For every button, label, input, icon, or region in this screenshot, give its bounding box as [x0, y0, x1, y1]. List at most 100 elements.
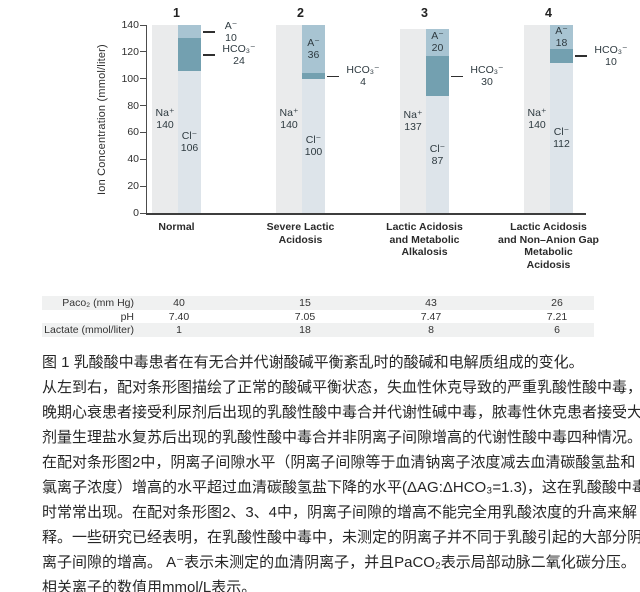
segment-a — [302, 25, 325, 74]
hco3-value: 10 — [605, 55, 617, 68]
a-value: 36 — [307, 49, 320, 62]
category-label-line: Normal — [158, 221, 195, 233]
label-connector-line — [575, 55, 587, 57]
a-value: 20 — [431, 42, 444, 55]
hco3-label: HCO₃⁻ 10 — [588, 44, 634, 68]
category-label-line: and Non–Anion Gap — [498, 233, 599, 246]
cl-value: 100 — [304, 145, 323, 158]
category-label-line: Lactic Acidosis — [386, 221, 463, 233]
na-symbol: Na⁺ — [403, 109, 423, 121]
cl-value: 106 — [180, 141, 199, 154]
hco3-label: HCO₃⁻ 30 — [464, 64, 510, 88]
row-value: 1 — [176, 324, 182, 337]
figure-caption: 图 1 乳酸酸中毒患者在有无合并代谢酸碱平衡紊乱时的酸碱和电解质组成的变化。从左… — [42, 350, 640, 592]
hco3-symbol: HCO₃⁻ — [222, 42, 256, 55]
caption-line: 相关离子的数值用mmol/L表示。 — [42, 575, 602, 592]
category-label-line: Lactic Acidosis — [510, 221, 587, 233]
row-value: 26 — [551, 297, 563, 309]
spellchecked-term: mmol/L — [162, 579, 212, 592]
y-tick-mark — [140, 51, 146, 53]
y-tick-mark — [140, 24, 146, 26]
caption-line: 晚期心衰患者接受利尿剂后出现的乳酸性酸中毒合并代谢性碱中毒，脓毒性休克患者接受大 — [42, 404, 640, 421]
caption-line: 离子间隙的增高。 A⁻表示未测定的血清阴离子，并且PaCO₂表示局部动脉二氧化碳… — [42, 554, 636, 571]
segment-hco3 — [550, 49, 573, 63]
caption-line: 从左到右，配对条形图描绘了正常的酸碱平衡状态，失血性休克导致的严重乳酸性酸中毒， — [42, 379, 640, 396]
row-value: 8 — [428, 324, 434, 337]
segment-a — [550, 25, 573, 50]
na-value: 140 — [280, 119, 298, 131]
caption-line: 氯离子浓度）增高的水平超过血清碳酸氢盐下降的水平(ΔAG:ΔHCO₃=1.3)，… — [42, 479, 640, 496]
y-tick-label: 100 — [121, 72, 139, 85]
y-tick-mark — [140, 185, 146, 187]
cl-value: 112 — [553, 137, 570, 150]
hco3-value: 30 — [481, 76, 493, 89]
segment-hco3 — [302, 73, 325, 79]
na-bar — [524, 25, 550, 213]
category-label-line: and Metabolic — [389, 233, 460, 246]
hco3-symbol: HCO₃⁻ — [594, 43, 628, 56]
y-tick-mark — [140, 131, 146, 133]
caption-text: 相关离子的数值用 — [42, 579, 163, 592]
category-label-line: Severe Lactic — [266, 221, 335, 233]
category-label-line: Acidosis — [278, 233, 323, 246]
cl-label: Cl⁻ 112 — [550, 126, 573, 150]
row-value: 40 — [173, 297, 185, 309]
y-tick-mark — [140, 78, 146, 80]
a-symbol: A⁻ — [224, 19, 238, 32]
y-tick-label: 120 — [121, 45, 139, 58]
cl-label: Cl⁻ 106 — [178, 130, 201, 154]
table-row: Lactate (mmol/liter) 1 18 8 6 — [42, 323, 594, 337]
group-number: 1 — [173, 6, 180, 20]
hco3-value: 24 — [233, 54, 245, 67]
category-label: Normal — [112, 221, 242, 234]
row-label: Lactate (mmol/liter) — [44, 324, 134, 337]
y-tick-label: 80 — [127, 99, 139, 112]
category-label: Lactic Acidosis and Metabolic Alkalosis — [360, 221, 490, 259]
hco3-label: HCO₃⁻ 24 — [216, 43, 262, 67]
segment-cl — [302, 78, 325, 213]
row-value: 15 — [299, 297, 311, 309]
row-label: Paco₂ (mm Hg) — [62, 297, 134, 309]
y-tick-mark — [140, 212, 146, 214]
category-label: Severe Lactic Acidosis — [236, 221, 366, 246]
na-label: Na⁺ 140 — [524, 107, 550, 131]
ion-chart: Ion Concentration (mmol/liter) 0 20 40 60 80… — [0, 0, 640, 292]
hco3-label: HCO₃⁻ 4 — [340, 64, 386, 88]
row-value: 7.47 — [420, 310, 442, 323]
cl-symbol: Cl⁻ — [553, 125, 570, 138]
na-bar — [400, 29, 426, 213]
caption-line: 释。一些研究已经表明，在乳酸性酸中毒中，未测定的阴离子并不同于乳酸引起的大部分阴 — [42, 529, 640, 546]
y-tick-label: 20 — [127, 180, 139, 193]
na-value: 140 — [528, 119, 546, 131]
hco3-symbol: HCO₃⁻ — [470, 64, 504, 77]
label-connector-line — [203, 31, 215, 33]
row-value: 43 — [425, 297, 437, 309]
y-tick-mark — [140, 158, 146, 160]
a-symbol: A⁻ — [431, 30, 444, 43]
row-value: 7.40 — [168, 310, 190, 323]
a-label: A⁻ 10 — [216, 20, 246, 44]
y-tick-mark — [140, 105, 146, 107]
caption-line: 图 1 乳酸酸中毒患者在有无合并代谢酸碱平衡紊乱时的酸碱和电解质组成的变化。 — [42, 354, 584, 371]
label-connector-line — [203, 54, 215, 56]
na-symbol: Na⁺ — [279, 107, 299, 119]
segment-hco3 — [426, 55, 449, 97]
na-symbol: Na⁺ — [155, 107, 175, 119]
row-label: pH — [120, 310, 134, 323]
y-axis-title: Ion Concentration (mmol/liter) — [96, 44, 108, 195]
y-tick-label: 40 — [127, 153, 139, 166]
na-label: Na⁺ 137 — [400, 109, 426, 133]
category-label-line: Acidosis — [526, 258, 571, 271]
a-symbol: A⁻ — [307, 37, 320, 50]
category-label-line: Alkalosis — [401, 246, 448, 258]
category-label: Lactic Acidosis and Non–Anion Gap Metaboli… — [484, 221, 614, 271]
table-row: Paco₂ (mm Hg) 40 15 43 26 — [42, 296, 594, 310]
row-value: 7.21 — [546, 310, 568, 323]
y-tick-label: 60 — [127, 126, 139, 139]
row-value: 6 — [554, 324, 560, 337]
a-label: A⁻ 36 — [302, 37, 325, 61]
group-number: 2 — [297, 6, 304, 20]
a-value: 18 — [555, 37, 568, 50]
cl-symbol: Cl⁻ — [429, 142, 446, 155]
caption-line: 时常常出现。在配对条形图2、3、4中，阴离子间隙的增高不能完全用乳酸浓度的升高来… — [42, 504, 638, 521]
